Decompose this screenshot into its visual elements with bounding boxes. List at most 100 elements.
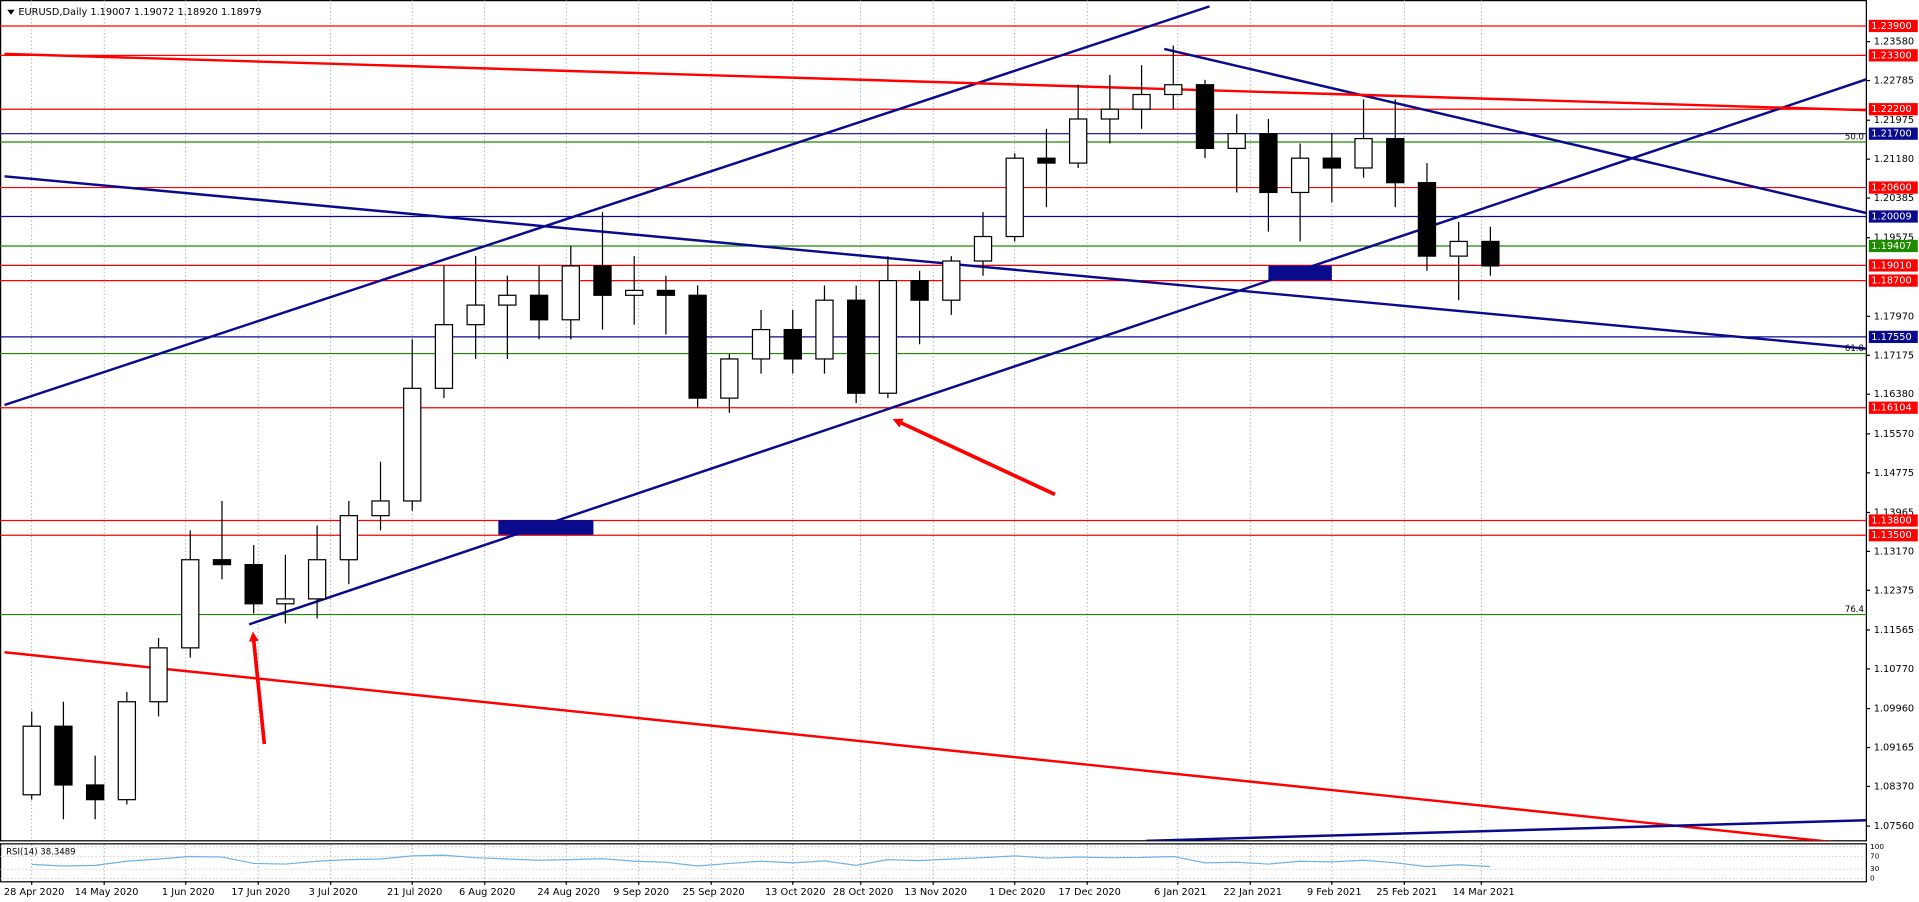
annotation-arrow bbox=[248, 631, 267, 745]
candle-body bbox=[244, 564, 263, 605]
x-tick-label: 14 May 2020 bbox=[75, 887, 139, 898]
rsi-tick-label: 70 bbox=[1870, 851, 1880, 860]
level-label-box bbox=[1868, 274, 1918, 287]
candle-body bbox=[498, 294, 517, 306]
trend-line bbox=[248, 78, 1867, 626]
candle-body bbox=[403, 387, 422, 502]
x-tick-label: 9 Sep 2020 bbox=[613, 887, 669, 898]
candle-body bbox=[751, 328, 771, 360]
level-label-box bbox=[1868, 514, 1918, 527]
zone bbox=[498, 520, 594, 535]
candle-body bbox=[307, 559, 327, 600]
candle-body bbox=[593, 265, 612, 296]
y-tick-label: 1.13170 bbox=[1874, 546, 1914, 557]
candle-body bbox=[942, 260, 961, 301]
candle-body bbox=[1322, 157, 1342, 169]
level-label-box bbox=[1868, 330, 1918, 344]
level-label-box bbox=[1868, 103, 1918, 116]
y-tick-label: 1.20385 bbox=[1874, 193, 1914, 204]
chart-title: EURUSD,Daily 1.19007 1.19072 1.18920 1.1… bbox=[18, 7, 261, 18]
candle-body bbox=[1037, 157, 1056, 164]
y-tick-label: 1.12375 bbox=[1874, 585, 1914, 596]
fib-label: 50.0 bbox=[1845, 133, 1864, 143]
y-tick-label: 1.15570 bbox=[1874, 429, 1914, 440]
candle-body bbox=[466, 304, 485, 326]
candle-body bbox=[878, 279, 898, 394]
candle-body bbox=[1259, 133, 1278, 194]
level-label-box bbox=[1868, 127, 1918, 140]
trend-line bbox=[4, 5, 1210, 407]
candle-body bbox=[1005, 157, 1024, 238]
level-label: 1.21700 bbox=[1871, 129, 1911, 140]
level-label-box bbox=[1868, 210, 1918, 223]
plot-frame bbox=[0, 0, 1867, 842]
candle-body bbox=[371, 500, 390, 517]
candle-body bbox=[54, 725, 73, 786]
plot-area bbox=[0, 5, 1867, 841]
x-tick-label: 9 Feb 2021 bbox=[1307, 887, 1362, 898]
level-label-box bbox=[1868, 401, 1918, 414]
candle-body bbox=[815, 299, 834, 360]
y-tick-label: 1.17175 bbox=[1874, 350, 1914, 361]
candle-body bbox=[1481, 240, 1500, 267]
y-tick-label: 1.08370 bbox=[1874, 781, 1914, 792]
y-tick-label: 1.14775 bbox=[1874, 468, 1914, 479]
x-tick-label: 24 Aug 2020 bbox=[537, 887, 600, 898]
y-tick-label: 1.17970 bbox=[1874, 311, 1914, 322]
y-tick-label: 1.16380 bbox=[1874, 389, 1914, 400]
candle-body bbox=[1195, 84, 1215, 149]
candle-body bbox=[846, 299, 866, 394]
x-tick-label: 6 Jan 2021 bbox=[1154, 887, 1206, 898]
candle-body bbox=[149, 647, 168, 703]
y-tick-label: 1.23580 bbox=[1874, 37, 1914, 48]
y-tick-label: 1.07560 bbox=[1874, 821, 1914, 832]
level-label: 1.20009 bbox=[1871, 211, 1911, 222]
candle-body bbox=[688, 294, 707, 399]
candle-body bbox=[1068, 118, 1088, 164]
candle-body bbox=[529, 294, 549, 321]
y-tick-label: 1.09960 bbox=[1874, 704, 1914, 715]
candle-body bbox=[1417, 182, 1437, 257]
x-tick-label: 17 Jun 2020 bbox=[231, 887, 290, 898]
level-label: 1.19010 bbox=[1871, 260, 1911, 271]
candle-body bbox=[783, 328, 802, 360]
candle-body bbox=[117, 701, 137, 801]
trend-line bbox=[4, 651, 1833, 841]
y-tick-label: 1.22785 bbox=[1874, 76, 1914, 87]
y-tick-label: 1.19575 bbox=[1874, 233, 1914, 244]
level-label: 1.16104 bbox=[1871, 403, 1911, 414]
candle-body bbox=[181, 559, 200, 649]
y-tick-label: 1.21975 bbox=[1874, 115, 1914, 126]
level-label-box bbox=[1868, 49, 1918, 62]
rsi-tick-label: 100 bbox=[1870, 842, 1884, 851]
x-tick-label: 28 Apr 2020 bbox=[4, 887, 64, 898]
level-label-box bbox=[1868, 239, 1918, 253]
candle-body bbox=[1227, 133, 1246, 149]
level-label: 1.18700 bbox=[1871, 276, 1911, 287]
grid bbox=[31, 0, 1482, 882]
x-tick-label: 3 Jul 2020 bbox=[309, 887, 358, 898]
level-label-box bbox=[1868, 259, 1918, 272]
x-tick-label: 6 Aug 2020 bbox=[459, 887, 515, 898]
candle-body bbox=[625, 289, 644, 296]
menu-icon[interactable] bbox=[7, 9, 15, 15]
x-tick-label: 1 Jun 2020 bbox=[162, 887, 215, 898]
overlay: 28 Apr 2020 14 May 2020 1 Jun 2020 17 Jun 2… bbox=[0, 19, 1918, 898]
level-label: 1.23900 bbox=[1871, 21, 1911, 32]
y-tick-label: 1.11565 bbox=[1874, 625, 1914, 636]
y-tick-label: 1.10770 bbox=[1874, 664, 1914, 675]
candle-body bbox=[910, 279, 929, 301]
candle-body bbox=[1354, 137, 1373, 169]
candle-body bbox=[22, 725, 41, 796]
candle-body bbox=[434, 324, 454, 389]
x-tick-label: 17 Dec 2020 bbox=[1058, 887, 1121, 898]
level-label: 1.19407 bbox=[1871, 241, 1911, 252]
level-label-box bbox=[1868, 19, 1918, 33]
candle-body bbox=[561, 265, 580, 321]
annotation-arrow bbox=[892, 418, 1056, 497]
x-tick-label: 13 Nov 2020 bbox=[904, 887, 967, 898]
trend-line bbox=[4, 175, 1867, 350]
candle-body bbox=[339, 515, 358, 561]
